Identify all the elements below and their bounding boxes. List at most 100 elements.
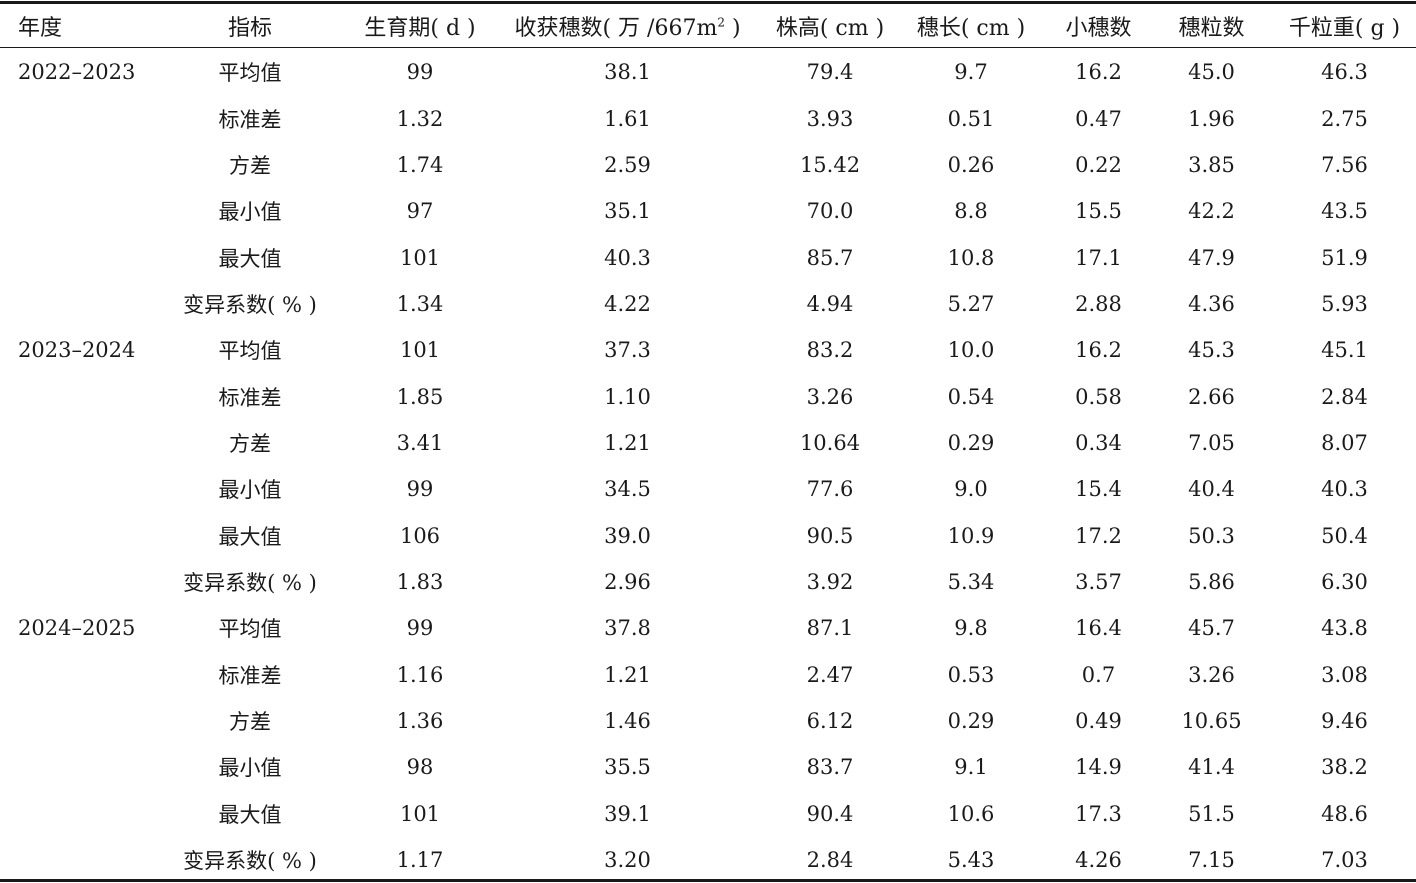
cell-harvest-spikes: 1.21: [604, 430, 651, 455]
cell-year: [0, 791, 150, 837]
cell-spikelets: 0.47: [1075, 106, 1122, 131]
cell-plant-height: 83.2: [806, 338, 854, 363]
header-indicator: 指标: [227, 15, 272, 41]
cell-growth-period: 3.41: [396, 430, 444, 455]
cell-growth-period: 1.83: [396, 569, 444, 594]
cell-spikelets: 15.4: [1075, 477, 1122, 502]
cell-harvest-spikes: 38.1: [604, 60, 651, 85]
cell-spikelets: 17.3: [1075, 801, 1122, 826]
cell-harvest-spikes: 1.61: [604, 106, 651, 131]
cell-grains-per-spike: 45.0: [1188, 60, 1235, 85]
cell-year: [0, 281, 150, 327]
cell-thousand-grain-weight: 46.3: [1321, 60, 1368, 85]
cell-plant-height: 3.92: [806, 569, 854, 594]
cell-spike-length: 9.7: [954, 60, 988, 85]
cell-year: [0, 188, 150, 234]
cell-spikelets: 15.5: [1075, 199, 1122, 224]
cell-indicator: 变异系数( % ): [183, 292, 317, 317]
cell-harvest-spikes: 3.20: [604, 848, 651, 873]
cell-harvest-spikes: 2.59: [604, 152, 651, 177]
cell-thousand-grain-weight: 38.2: [1321, 755, 1368, 780]
cell-growth-period: 1.36: [396, 708, 444, 733]
cell-plant-height: 10.64: [799, 430, 861, 455]
cell-spikelets: 2.88: [1075, 291, 1122, 316]
cell-spike-length: 5.43: [947, 848, 995, 873]
cell-plant-height: 2.47: [806, 662, 854, 687]
table-row: 最大值 101 39.1 90.4 10.6 17.3 51.5 48.6: [0, 791, 1416, 837]
cell-harvest-spikes: 35.5: [604, 755, 651, 780]
cell-indicator: 平均值: [218, 617, 282, 642]
cell-indicator: 变异系数( % ): [183, 570, 317, 595]
cell-plant-height: 90.5: [806, 523, 854, 548]
table-row: 标准差 1.85 1.10 3.26 0.54 0.58 2.66 2.84: [0, 373, 1416, 419]
cell-grains-per-spike: 1.96: [1188, 106, 1235, 131]
cell-thousand-grain-weight: 3.08: [1321, 662, 1368, 687]
cell-year: [0, 559, 150, 605]
cell-indicator: 最小值: [218, 478, 282, 503]
cell-growth-period: 98: [406, 755, 434, 780]
cell-harvest-spikes: 35.1: [604, 199, 651, 224]
cell-plant-height: 70.0: [806, 199, 854, 224]
cell-growth-period: 1.34: [396, 291, 444, 316]
cell-thousand-grain-weight: 7.56: [1321, 152, 1368, 177]
cell-indicator: 平均值: [218, 61, 282, 86]
cell-harvest-spikes: 1.46: [604, 708, 651, 733]
cell-grains-per-spike: 50.3: [1188, 523, 1235, 548]
cell-grains-per-spike: 45.7: [1188, 616, 1235, 641]
cell-year: [0, 466, 150, 512]
cell-indicator: 方差: [229, 153, 271, 178]
cell-grains-per-spike: 45.3: [1188, 338, 1235, 363]
cell-year: 2023–2024: [18, 338, 136, 363]
cell-plant-height: 6.12: [806, 708, 854, 733]
cell-grains-per-spike: 3.26: [1188, 662, 1235, 687]
cell-year: [0, 744, 150, 790]
cell-growth-period: 97: [406, 199, 434, 224]
cell-thousand-grain-weight: 5.93: [1321, 291, 1368, 316]
cell-harvest-spikes: 37.3: [604, 338, 651, 363]
cell-indicator: 标准差: [218, 663, 282, 688]
cell-year: [0, 373, 150, 419]
cell-harvest-spikes: 1.21: [604, 662, 651, 687]
cell-spike-length: 9.0: [954, 477, 988, 502]
cell-spike-length: 0.51: [947, 106, 995, 131]
cell-thousand-grain-weight: 2.75: [1321, 106, 1368, 131]
table-row: 方差 1.74 2.59 15.42 0.26 0.22 3.85 7.56: [0, 142, 1416, 188]
cell-spike-length: 0.53: [947, 662, 995, 687]
table-row: 最小值 99 34.5 77.6 9.0 15.4 40.4 40.3: [0, 466, 1416, 512]
cell-spikelets: 0.22: [1075, 152, 1122, 177]
cell-indicator: 平均值: [218, 339, 282, 364]
header-spikelets: 小穗数: [1065, 15, 1132, 41]
cell-year: 2022–2023: [18, 60, 136, 85]
cell-growth-period: 1.74: [396, 152, 444, 177]
cell-harvest-spikes: 4.22: [604, 291, 651, 316]
cell-thousand-grain-weight: 2.84: [1321, 384, 1368, 409]
cell-spike-length: 8.8: [954, 199, 988, 224]
cell-indicator: 方差: [229, 431, 271, 456]
cell-grains-per-spike: 5.86: [1188, 569, 1235, 594]
cell-harvest-spikes: 37.8: [604, 616, 651, 641]
cell-thousand-grain-weight: 50.4: [1321, 523, 1368, 548]
cell-harvest-spikes: 1.10: [604, 384, 651, 409]
cell-year: [0, 95, 150, 141]
statistics-table: 年度 指标 生育期( d ) 收获穗数( 万 /667m2 ) 株高( cm )…: [0, 4, 1416, 883]
cell-indicator: 最小值: [218, 200, 282, 225]
header-growth-period: 生育期( d ): [364, 15, 476, 41]
table-row: 变异系数( % ) 1.17 3.20 2.84 5.43 4.26 7.15 7.03: [0, 837, 1416, 883]
cell-grains-per-spike: 2.66: [1188, 384, 1235, 409]
table-row: 标准差 1.16 1.21 2.47 0.53 0.7 3.26 3.08: [0, 651, 1416, 697]
header-plant-height: 株高( cm ): [775, 15, 885, 41]
cell-spikelets: 4.26: [1075, 848, 1122, 873]
table-row: 变异系数( % ) 1.83 2.96 3.92 5.34 3.57 5.86 6.30: [0, 559, 1416, 605]
cell-grains-per-spike: 3.85: [1188, 152, 1235, 177]
cell-spikelets: 16.2: [1075, 60, 1122, 85]
cell-indicator: 最小值: [218, 756, 282, 781]
cell-thousand-grain-weight: 6.30: [1321, 569, 1368, 594]
cell-grains-per-spike: 51.5: [1188, 801, 1235, 826]
cell-growth-period: 101: [399, 338, 441, 363]
table-row: 2022–2023 平均值 99 38.1 79.4 9.7 16.2 45.0 46.3: [0, 47, 1416, 95]
cell-plant-height: 2.84: [806, 848, 854, 873]
cell-grains-per-spike: 41.4: [1188, 755, 1235, 780]
cell-spikelets: 14.9: [1075, 755, 1122, 780]
cell-thousand-grain-weight: 43.8: [1321, 616, 1368, 641]
cell-year: [0, 420, 150, 466]
